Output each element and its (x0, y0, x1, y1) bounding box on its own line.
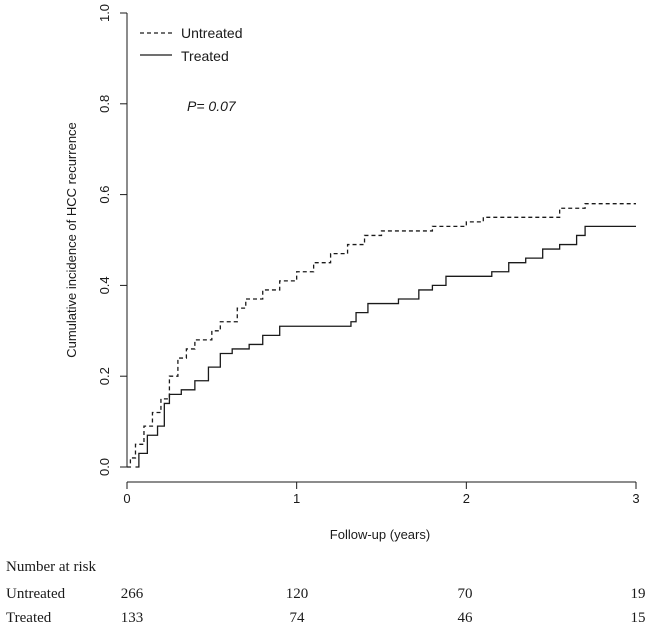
y-tick-label: 0.6 (97, 186, 112, 204)
x-axis-label: Follow-up (years) (330, 527, 430, 542)
risk-table: Number at risk Untreated 266 120 70 19 Treate… (6, 559, 646, 626)
y-tick-label: 0.8 (97, 95, 112, 113)
risk-cell: 19 (631, 586, 646, 602)
risk-row-label: Untreated (6, 586, 66, 602)
risk-cell: 70 (458, 586, 473, 602)
legend-untreated-label: Untreated (181, 25, 242, 41)
x-tick-label: 1 (293, 491, 300, 506)
series-untreated-line (127, 203, 636, 468)
y-axis-label: Cumulative incidence of HCC recurrence (64, 122, 79, 358)
y-tick-label: 1.0 (97, 4, 112, 22)
legend: Untreated Treated (140, 25, 242, 64)
risk-cell: 266 (121, 586, 144, 602)
x-ticks: 0 1 2 3 (123, 482, 640, 506)
p-value-annotation: P= 0.07 (187, 98, 237, 114)
y-ticks: 0.0 0.2 0.4 0.6 0.8 1.0 (97, 4, 127, 476)
y-tick-label: 0.4 (97, 276, 112, 294)
y-tick-label: 0.0 (97, 458, 112, 476)
legend-treated-label: Treated (181, 48, 229, 64)
risk-cell: 46 (458, 610, 474, 626)
risk-row-label: Treated (6, 610, 52, 626)
x-tick-label: 2 (463, 491, 470, 506)
x-tick-label: 3 (632, 491, 639, 506)
risk-rows: Untreated 266 120 70 19 Treated 133 74 46 15 (6, 586, 646, 626)
x-tick-label: 0 (123, 491, 130, 506)
y-tick-label: 0.2 (97, 367, 112, 385)
risk-cell: 15 (631, 610, 646, 626)
risk-cell: 74 (290, 610, 306, 626)
series-treated-line (135, 225, 636, 468)
risk-cell: 133 (121, 610, 144, 626)
risk-cell: 120 (286, 586, 309, 602)
risk-table-title: Number at risk (6, 559, 96, 575)
